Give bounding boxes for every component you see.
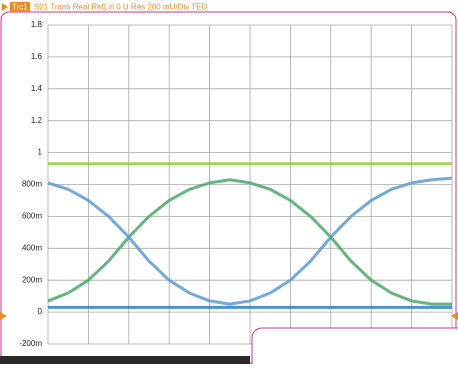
trace-badge [10, 2, 30, 12]
status-bar [0, 356, 250, 364]
y-tick-label: 1.8 [31, 20, 43, 29]
grid: 1.8 1.6 1.4 1.2 1 800m 600m 400m 200m 0 -200m [19, 20, 453, 348]
window-frame [0, 11, 457, 364]
trace-marker [2, 3, 8, 11]
y-tick-label: 400m [22, 243, 42, 252]
overlay-window [251, 327, 458, 369]
eye-trace [47, 176, 453, 306]
y-tick-label: 200m [22, 275, 42, 284]
y-tick-label: 800m [22, 180, 42, 189]
y-tick-label: 1.4 [31, 84, 43, 93]
y-tick-label: 0 [38, 307, 43, 316]
ref-marker-right [451, 312, 458, 320]
eye-trace [47, 178, 452, 306]
trace-label: Trc1 [12, 3, 28, 12]
trace-title: S21 Trans Real RefLvl 0 U Res 200 mU/Div… [34, 3, 207, 12]
y-tick-label: -200m [19, 339, 42, 348]
y-tick-label: 1 [38, 148, 43, 157]
plot [47, 162, 453, 309]
y-tick-label: 600m [22, 212, 42, 221]
y-tick-label: 1.6 [31, 52, 43, 61]
y-tick-label: 1.2 [31, 116, 43, 125]
ref-marker-left [0, 312, 7, 320]
